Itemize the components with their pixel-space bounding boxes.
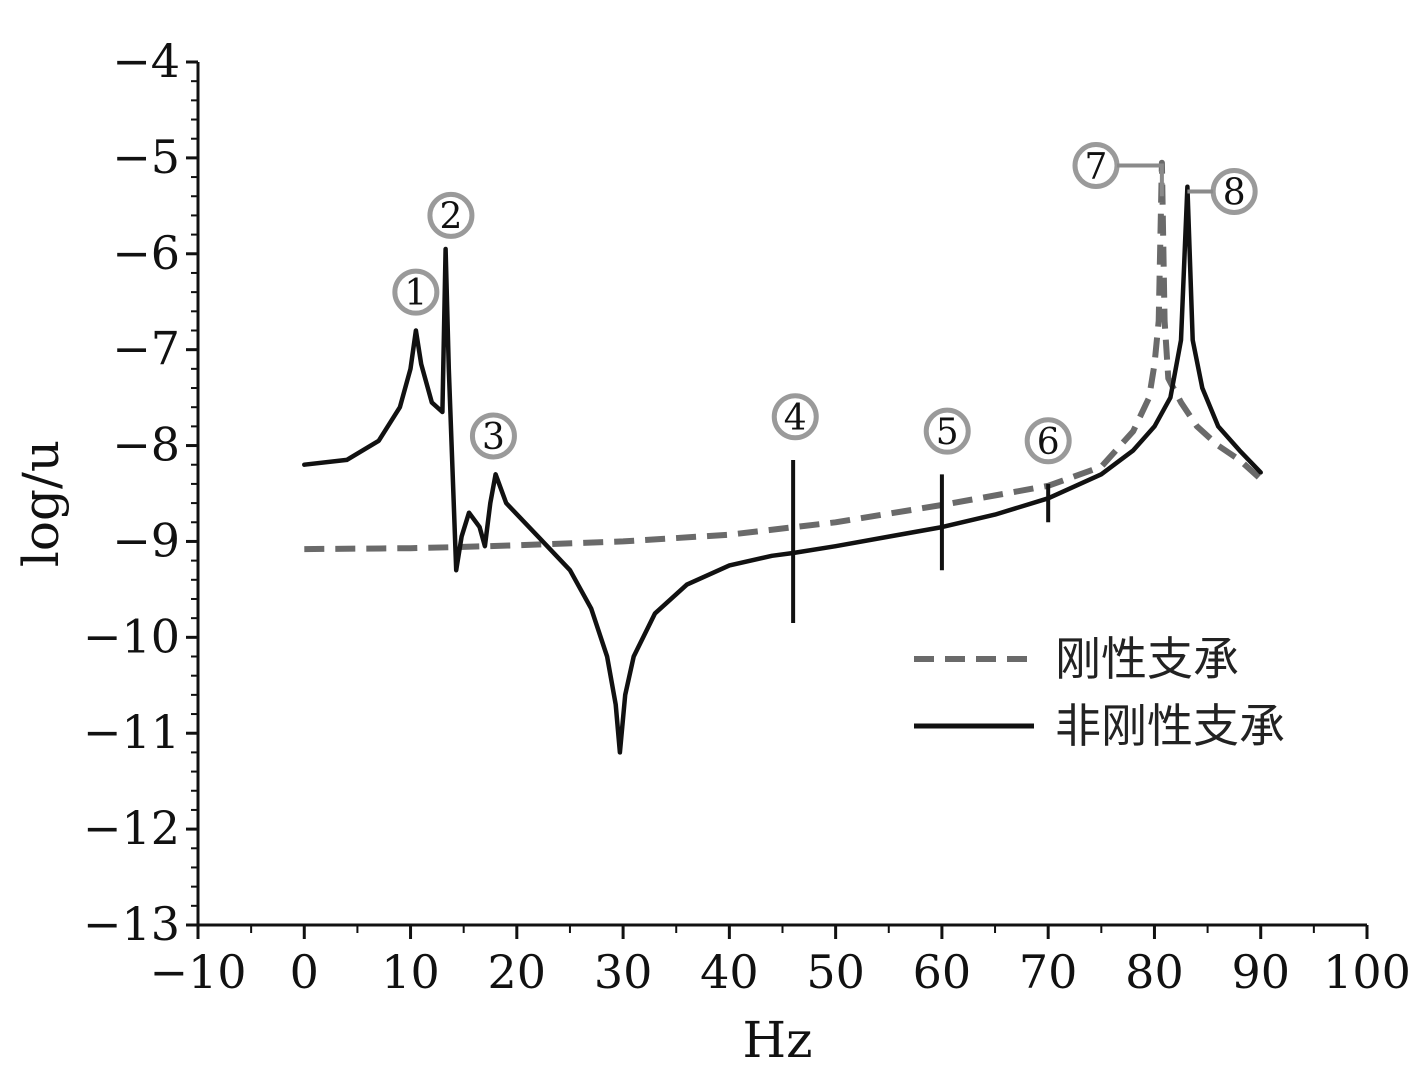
y-tick-label: −11: [83, 705, 180, 759]
peak-marker-label: 6: [1037, 422, 1060, 463]
x-tick-label: 10: [381, 945, 440, 999]
y-tick-label: −10: [83, 609, 180, 663]
peak-marker-label: 7: [1085, 147, 1108, 188]
y-tick-label: −8: [112, 418, 180, 472]
peak-marker-circle: [923, 407, 971, 455]
x-axis-title: Hz: [743, 1011, 813, 1069]
nonrigid-support-line: [302, 184, 1263, 755]
marker-7-connector: [1117, 163, 1164, 197]
x-tick-label: 80: [1125, 945, 1184, 999]
y-axis-title: log/u: [12, 440, 70, 567]
x-tick-label: −10: [149, 945, 246, 999]
x-tick-label: 20: [488, 945, 547, 999]
x-tick-label: 70: [1019, 945, 1078, 999]
x-tick-label: 40: [700, 945, 759, 999]
y-tick-label: −7: [112, 322, 180, 376]
peak-marker-label: 5: [936, 412, 959, 453]
legend-rigid-label: 刚性支承: [1055, 632, 1239, 686]
peak-marker-label: 4: [784, 398, 807, 439]
plot-area: −10 0 10 20 30 40 50 60 70 80 90 100 −4 −5 −6 −7 −8 −9 −10…: [12, 34, 1411, 1069]
y-tick-label: −5: [112, 130, 180, 184]
x-tick-label: 50: [806, 945, 865, 999]
peak-marker-circle: [427, 191, 475, 239]
x-tick-label: 60: [913, 945, 972, 999]
x-tick-label: 0: [290, 945, 319, 999]
y-tick-label: −9: [112, 513, 180, 567]
x-tick-label: 90: [1231, 945, 1290, 999]
peak-marker-label: 1: [404, 273, 427, 314]
legend-nonrigid-label: 非刚性支承: [1055, 699, 1285, 753]
y-tick-label: −6: [112, 226, 180, 280]
x-tick-label: 30: [594, 945, 653, 999]
peak-marker-circle: [392, 268, 440, 316]
peak-marker-circle: [771, 393, 819, 441]
y-tick-label: −4: [112, 34, 180, 88]
peak-marker-label: 8: [1223, 172, 1246, 213]
rigid-support-line: [304, 159, 1263, 553]
peak-marker-label: 3: [482, 417, 505, 458]
y-tick-label: −12: [83, 801, 180, 855]
y-tick-label: −13: [83, 897, 180, 951]
peak-marker-label: 2: [439, 196, 462, 237]
peak-marker-circle: [469, 412, 517, 460]
peak-marker-circle: [1024, 417, 1072, 465]
x-tick-label: 100: [1323, 945, 1411, 999]
